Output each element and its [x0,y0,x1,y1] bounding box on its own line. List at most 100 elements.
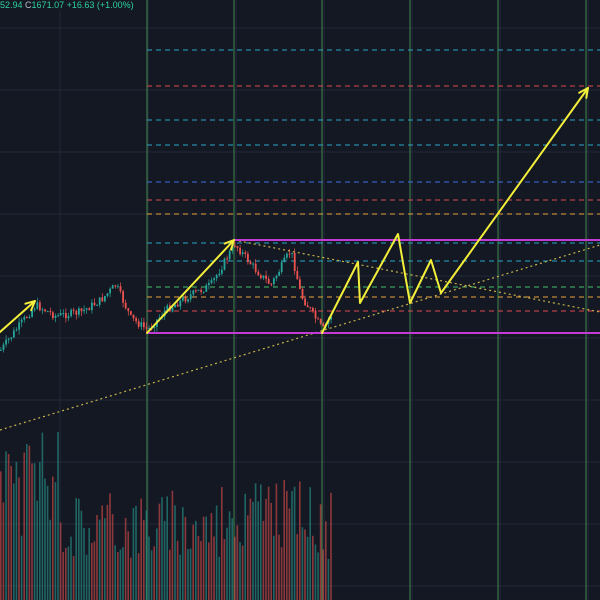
candle [39,302,41,311]
candle [330,316,332,320]
candle [59,313,62,316]
candle [75,310,78,315]
volume-bar [161,497,163,600]
volume-bar [156,528,158,600]
candle [179,300,182,307]
candle [101,297,104,302]
candle [54,315,57,318]
volume-bar [325,521,327,600]
volume-bar [135,505,137,600]
volume-bar [122,547,124,600]
volume-bar [319,504,322,600]
volume-bar [187,549,189,600]
volume-bar [88,528,90,600]
volume-bar [221,487,223,600]
candle [228,251,231,260]
volume-bar [301,527,304,600]
candle [96,304,98,306]
volume-bar [41,432,44,600]
volume-bar [65,547,67,600]
candle [210,280,213,284]
volume-bar [15,461,18,600]
volume-bar [202,516,205,600]
candle [132,314,135,319]
volume-bar [78,498,80,600]
candle [28,316,31,318]
volume-bar [140,498,142,600]
trendlines[interactable] [0,239,600,431]
candle [98,297,101,305]
volume-bar [296,534,298,600]
volume-bar [96,514,98,600]
volume-bar [252,501,254,600]
volume-bars [0,432,332,600]
volume-bar [189,548,192,600]
candle [85,308,88,310]
open-value: 52.94 [0,0,23,10]
volume-bar [249,498,252,600]
candle [254,263,257,272]
volume-bar [213,536,215,600]
candle [293,252,296,272]
range-box[interactable] [147,239,600,334]
volume-bar [304,529,306,600]
candle [23,317,26,320]
volume-bar [31,463,33,600]
volume-bar [244,493,246,600]
candle [65,312,67,319]
candle [192,290,195,295]
volume-bar [57,432,59,600]
candle [195,290,197,292]
candle [36,302,39,309]
candle [262,275,265,279]
volume-bar [171,490,174,600]
volume-bar [104,518,106,600]
candle [202,291,205,293]
volume-bar [20,535,23,600]
candle [88,308,91,311]
candle [31,310,33,317]
candle [49,311,52,313]
volume-bar [210,513,213,600]
candle [197,289,200,291]
candle [176,304,179,307]
volume-bar [80,510,83,600]
candle [44,309,46,312]
candle [2,344,5,350]
candle [239,247,241,255]
candle [130,311,132,315]
projection-arrows[interactable] [0,87,589,334]
candle [288,253,291,255]
volume-bar [26,443,28,600]
projection-arrow-2 [146,239,235,334]
candle [93,302,96,306]
candle [275,275,278,279]
volume-bar [0,471,2,600]
candle [18,322,20,330]
volume-bar [10,466,12,600]
candle [280,262,283,272]
horizontal-price-levels[interactable] [147,49,600,312]
candle [111,285,114,289]
candle [91,302,93,311]
volume-bar [101,505,103,600]
volume-bar [117,552,119,600]
change-value: +16.63 [66,0,95,10]
projection-zigzag [321,233,442,334]
candle [7,338,10,340]
candle [109,288,111,294]
candle [278,271,280,276]
volume-bar [236,525,239,600]
candle [20,319,23,323]
volume-bar [278,534,280,600]
close-label: C [25,0,32,10]
candle [26,317,28,319]
volume-bar [153,546,155,600]
close-value: 1671.07 [31,0,65,10]
candle [117,286,119,288]
volume-bar [299,481,301,600]
candle [135,318,137,322]
candle [15,329,18,331]
